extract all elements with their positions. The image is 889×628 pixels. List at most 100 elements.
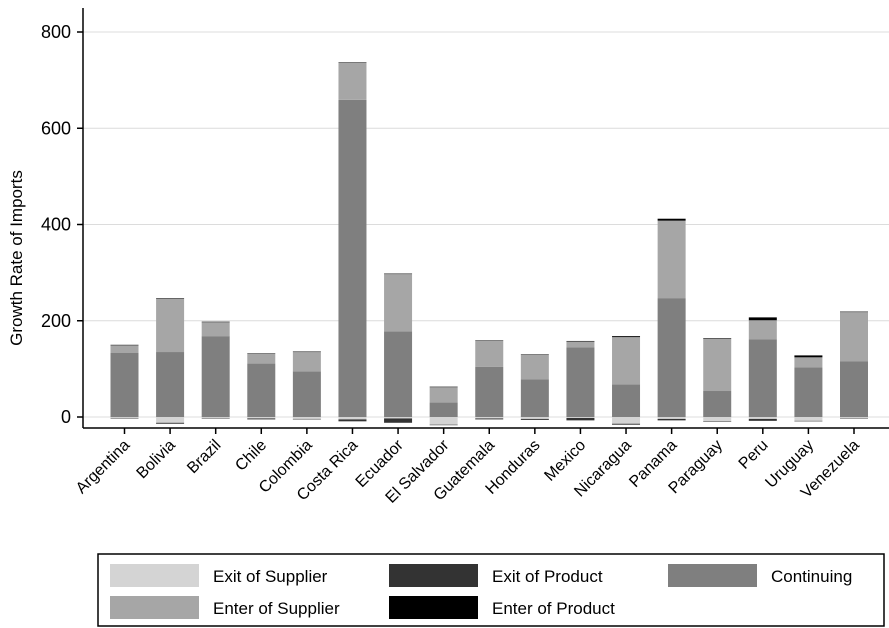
- bar-segment-enter-of-supplier: [201, 322, 230, 337]
- bar-segment-exit-of-supplier: [110, 417, 139, 418]
- bar-segment-exit-of-product: [110, 417, 139, 419]
- y-tick-label: 400: [41, 215, 71, 235]
- axes: [82, 8, 889, 429]
- bar-segment-enter-of-supplier: [156, 298, 185, 353]
- bar-segment-exit-of-supplier: [794, 417, 823, 421]
- bar-segment-continuing: [384, 331, 413, 417]
- bar-segment-enter-of-supplier: [338, 62, 367, 100]
- bar-segment-enter-of-product: [703, 338, 732, 339]
- bar-segment-enter-of-supplier: [748, 320, 777, 340]
- bar-segment-continuing: [520, 379, 549, 417]
- bar-segment-exit-of-supplier: [612, 417, 641, 424]
- legend: Exit of Supplier Exit of Product Continuin…: [97, 553, 885, 627]
- legend-label: Continuing: [771, 567, 852, 586]
- y-tick-label: 600: [41, 118, 71, 138]
- bar-segment-exit-of-supplier: [247, 417, 276, 419]
- bar-segment-enter-of-supplier: [566, 341, 595, 348]
- bar-segment-exit-of-supplier: [338, 417, 367, 420]
- bar-segment-continuing: [201, 336, 230, 417]
- legend-label: Exit of Supplier: [213, 567, 328, 586]
- bar-segment-exit-of-supplier: [840, 417, 868, 418]
- bar-segment-continuing: [292, 371, 321, 417]
- y-tick-label: 200: [41, 311, 71, 331]
- x-tick-label: Chile: [232, 437, 270, 475]
- bar-segment-enter-of-supplier: [247, 353, 276, 364]
- bar-segment-exit-of-supplier: [201, 417, 230, 418]
- bar-segment-continuing: [566, 347, 595, 417]
- bar-segment-exit-of-product: [201, 417, 230, 419]
- x-tick-label: Argentina: [73, 437, 134, 498]
- x-tick-label: Peru: [736, 437, 772, 473]
- bar-segment-enter-of-product: [247, 353, 276, 354]
- bar-segment-continuing: [794, 367, 823, 417]
- y-axis-title: Growth Rate of Imports: [7, 170, 26, 346]
- bar-segment-enter-of-supplier: [292, 352, 321, 372]
- legend-label: Enter of Product: [492, 599, 615, 618]
- bars: [110, 62, 868, 426]
- bar-segment-continuing: [156, 352, 185, 417]
- bar-segment-exit-of-supplier: [703, 417, 732, 422]
- bar-segment-enter-of-product: [748, 317, 777, 321]
- legend-label: Enter of Supplier: [213, 599, 340, 618]
- legend-swatch: [110, 564, 199, 587]
- bar-segment-enter-of-supplier: [657, 220, 686, 299]
- bar-segment-continuing: [110, 352, 139, 417]
- bar-segment-enter-of-product: [475, 340, 504, 341]
- bar-segment-exit-of-supplier: [384, 417, 413, 419]
- bar-segment-exit-of-supplier: [520, 417, 549, 419]
- bar-segment-exit-of-product: [292, 418, 321, 420]
- bar-segment-enter-of-product: [520, 354, 549, 355]
- bar-segment-enter-of-product: [657, 218, 686, 221]
- bar-segment-enter-of-supplier: [840, 312, 868, 362]
- bar-segment-enter-of-product: [292, 351, 321, 353]
- bar-segment-enter-of-product: [566, 340, 595, 342]
- bar-segment-enter-of-product: [612, 336, 641, 338]
- bar-segment-exit-of-product: [840, 417, 868, 419]
- bar-segment-enter-of-supplier: [794, 357, 823, 368]
- bar-segment-enter-of-product: [840, 311, 868, 313]
- bar-segment-enter-of-product: [794, 355, 823, 358]
- bar-segment-enter-of-supplier: [429, 387, 458, 403]
- bar-segment-continuing: [657, 298, 686, 417]
- bar-segment-exit-of-supplier: [657, 417, 686, 419]
- y-ticks: 0 200 400 600 800: [41, 22, 83, 427]
- bar-segment-exit-of-product: [748, 418, 777, 421]
- bar-segment-enter-of-supplier: [110, 345, 139, 353]
- bar-segment-exit-of-supplier: [156, 417, 185, 423]
- bar-segment-exit-of-supplier: [292, 417, 321, 419]
- bar-segment-exit-of-product: [520, 418, 549, 420]
- y-tick-label: 800: [41, 22, 71, 42]
- y-tick-label: 0: [61, 407, 71, 427]
- bar-segment-continuing: [840, 361, 868, 417]
- bar-segment-enter-of-product: [384, 273, 413, 275]
- bar-segment-enter-of-product: [156, 298, 185, 299]
- bar-segment-continuing: [429, 402, 458, 417]
- bar-segment-enter-of-product: [429, 386, 458, 388]
- bar-segment-exit-of-supplier: [475, 417, 504, 419]
- legend-label: Exit of Product: [492, 567, 603, 586]
- bar-segment-continuing: [338, 99, 367, 417]
- bar-segment-exit-of-product: [612, 423, 641, 425]
- bar-segment-enter-of-product: [338, 62, 367, 63]
- bar-segment-enter-of-product: [201, 321, 230, 323]
- x-tick-labels: Argentina Bolivia Brazil ChileColombiaCosta…: [73, 428, 863, 507]
- bar-segment-enter-of-supplier: [612, 337, 641, 385]
- bar-segment-enter-of-supplier: [703, 338, 732, 392]
- bar-segment-continuing: [475, 366, 504, 417]
- bar-segment-exit-of-product: [794, 420, 823, 422]
- legend-swatch: [389, 596, 478, 619]
- bar-segment-exit-of-product: [475, 418, 504, 420]
- bar-segment-exit-of-product: [156, 422, 185, 424]
- bar-segment-exit-of-supplier: [566, 417, 595, 418]
- legend-swatch: [110, 596, 199, 619]
- bar-segment-exit-of-product: [338, 419, 367, 422]
- bar-segment-continuing: [247, 363, 276, 417]
- legend-swatch: [668, 564, 757, 587]
- x-tick-label: Brazil: [184, 437, 224, 477]
- bar-segment-exit-of-supplier: [429, 417, 458, 425]
- bar-segment-exit-of-product: [384, 418, 413, 423]
- bar-segment-enter-of-supplier: [384, 274, 413, 332]
- bar-segment-enter-of-supplier: [520, 354, 549, 380]
- legend-swatch: [389, 564, 478, 587]
